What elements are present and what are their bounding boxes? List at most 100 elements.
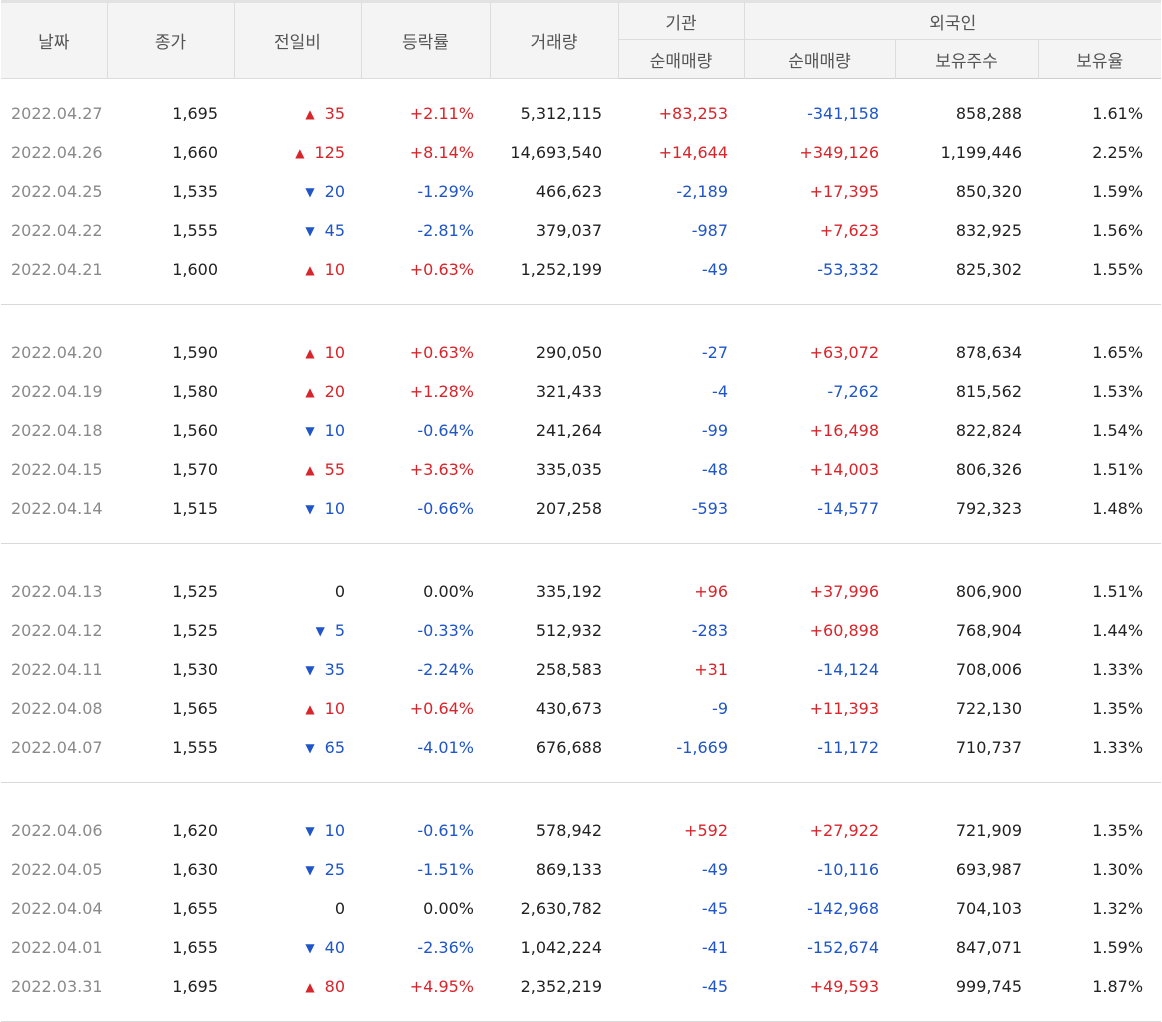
close-cell: 1,525 <box>172 621 218 640</box>
change-value: 55 <box>324 460 345 479</box>
down-triangle-icon: ▼ <box>305 941 315 955</box>
foreign-hold-cell: 850,320 <box>955 182 1022 201</box>
foreign-hold-cell: 722,130 <box>955 699 1022 718</box>
institution-net-cell: -593 <box>691 499 728 518</box>
change-cell: ▲ 10 <box>234 689 361 728</box>
row-spacer <box>1 528 1161 543</box>
table-row: 2022.04.08 1,565 ▲ 10 +0.64% 430,673 -9 +11,393… <box>1 689 1161 728</box>
rate-cell: +8.14% <box>409 143 474 162</box>
close-cell: 1,560 <box>172 421 218 440</box>
change-cell: ▲ 80 <box>234 967 361 1006</box>
foreign-hold-cell: 792,323 <box>955 499 1022 518</box>
close-cell: 1,695 <box>172 104 218 123</box>
table-row: 2022.04.22 1,555 ▼ 45 -2.81% 379,037 -987 +7,62… <box>1 211 1161 250</box>
change-cell: ▲ 125 <box>234 133 361 172</box>
date-cell: 2022.04.08 <box>11 699 103 718</box>
table-row: 2022.04.15 1,570 ▲ 55 +3.63% 335,035 -48 +14,00… <box>1 450 1161 489</box>
group-divider <box>1 1021 1162 1022</box>
volume-cell: 335,192 <box>535 582 602 601</box>
close-cell: 1,600 <box>172 260 218 279</box>
change-value: 40 <box>324 938 345 957</box>
change-value: 10 <box>324 260 345 279</box>
foreign-ratio-cell: 2.25% <box>1092 143 1144 162</box>
institution-net-cell: -45 <box>701 977 728 996</box>
change-cell: ▼ 65 <box>234 728 361 767</box>
table-row: 2022.04.11 1,530 ▼ 35 -2.24% 258,583 +31 -14,12… <box>1 650 1161 689</box>
table-row: 2022.04.18 1,560 ▼ 10 -0.64% 241,264 -99 +16,49… <box>1 411 1161 450</box>
foreign-hold-cell: 806,326 <box>955 460 1022 479</box>
volume-cell: 321,433 <box>535 382 602 401</box>
change-cell: ▼ 35 <box>234 650 361 689</box>
table-row: 2022.04.19 1,580 ▲ 20 +1.28% 321,433 -4 -7,262 8… <box>1 372 1161 411</box>
change-cell: 0 <box>234 572 361 611</box>
foreign-ratio-cell: 1.51% <box>1092 460 1144 479</box>
date-cell: 2022.04.07 <box>11 738 103 757</box>
change-cell: ▼ 10 <box>234 489 361 528</box>
foreign-hold-cell: 806,900 <box>955 582 1022 601</box>
close-cell: 1,655 <box>172 938 218 957</box>
up-triangle-icon: ▲ <box>295 146 305 160</box>
foreign-ratio-cell: 1.51% <box>1092 582 1144 601</box>
volume-cell: 335,035 <box>535 460 602 479</box>
foreign-ratio-cell: 1.54% <box>1092 421 1144 440</box>
rate-cell: +3.63% <box>409 460 474 479</box>
up-triangle-icon: ▲ <box>305 702 315 716</box>
foreign-ratio-cell: 1.59% <box>1092 938 1144 957</box>
down-triangle-icon: ▼ <box>305 502 315 516</box>
foreign-net-cell: +14,003 <box>809 460 879 479</box>
foreign-net-cell: -14,124 <box>817 660 879 679</box>
header-date: 날짜 <box>1 0 107 79</box>
foreign-hold-cell: 832,925 <box>955 221 1022 240</box>
foreign-net-cell: +16,498 <box>809 421 879 440</box>
row-spacer <box>1 1006 1161 1021</box>
date-cell: 2022.04.11 <box>11 660 103 679</box>
change-cell: ▼ 5 <box>234 611 361 650</box>
foreign-hold-cell: 710,737 <box>955 738 1022 757</box>
foreign-net-cell: -142,968 <box>807 899 879 918</box>
group-divider <box>1 543 1162 544</box>
foreign-net-cell: +17,395 <box>809 182 879 201</box>
foreign-hold-cell: 693,987 <box>955 860 1022 879</box>
date-cell: 2022.04.05 <box>11 860 103 879</box>
institution-net-cell: +96 <box>694 582 728 601</box>
volume-cell: 379,037 <box>535 221 602 240</box>
close-cell: 1,630 <box>172 860 218 879</box>
foreign-hold-cell: 878,634 <box>955 343 1022 362</box>
close-cell: 1,525 <box>172 582 218 601</box>
foreign-hold-cell: 815,562 <box>955 382 1022 401</box>
institution-net-cell: -2,189 <box>676 182 728 201</box>
close-cell: 1,565 <box>172 699 218 718</box>
date-cell: 2022.04.25 <box>11 182 103 201</box>
close-cell: 1,660 <box>172 143 218 162</box>
volume-cell: 2,630,782 <box>520 899 602 918</box>
down-triangle-icon: ▼ <box>305 863 315 877</box>
up-triangle-icon: ▲ <box>305 980 315 994</box>
rate-cell: -1.51% <box>417 860 474 879</box>
foreign-ratio-cell: 1.33% <box>1092 738 1144 757</box>
institution-net-cell: -1,669 <box>676 738 728 757</box>
foreign-hold-cell: 822,824 <box>955 421 1022 440</box>
change-value: 125 <box>314 143 345 162</box>
change-value: 10 <box>324 499 345 518</box>
change-value: 20 <box>324 182 345 201</box>
change-cell: ▼ 25 <box>234 850 361 889</box>
foreign-ratio-cell: 1.35% <box>1092 821 1144 840</box>
foreign-hold-cell: 1,199,446 <box>940 143 1022 162</box>
date-cell: 2022.04.06 <box>11 821 103 840</box>
rate-cell: +4.95% <box>409 977 474 996</box>
header-volume: 거래량 <box>489 0 618 79</box>
change-cell: ▲ 35 <box>234 94 361 133</box>
rate-cell: -2.24% <box>417 660 474 679</box>
change-value: 35 <box>324 104 345 123</box>
up-triangle-icon: ▲ <box>305 263 315 277</box>
date-cell: 2022.04.20 <box>11 343 103 362</box>
change-value: 10 <box>324 421 345 440</box>
header-close: 종가 <box>106 0 234 79</box>
header-change: 전일비 <box>233 0 361 79</box>
close-cell: 1,570 <box>172 460 218 479</box>
date-cell: 2022.04.19 <box>11 382 103 401</box>
foreign-ratio-cell: 1.32% <box>1092 899 1144 918</box>
date-cell: 2022.04.21 <box>11 260 103 279</box>
change-cell: ▼ 10 <box>234 411 361 450</box>
down-triangle-icon: ▼ <box>315 624 325 638</box>
